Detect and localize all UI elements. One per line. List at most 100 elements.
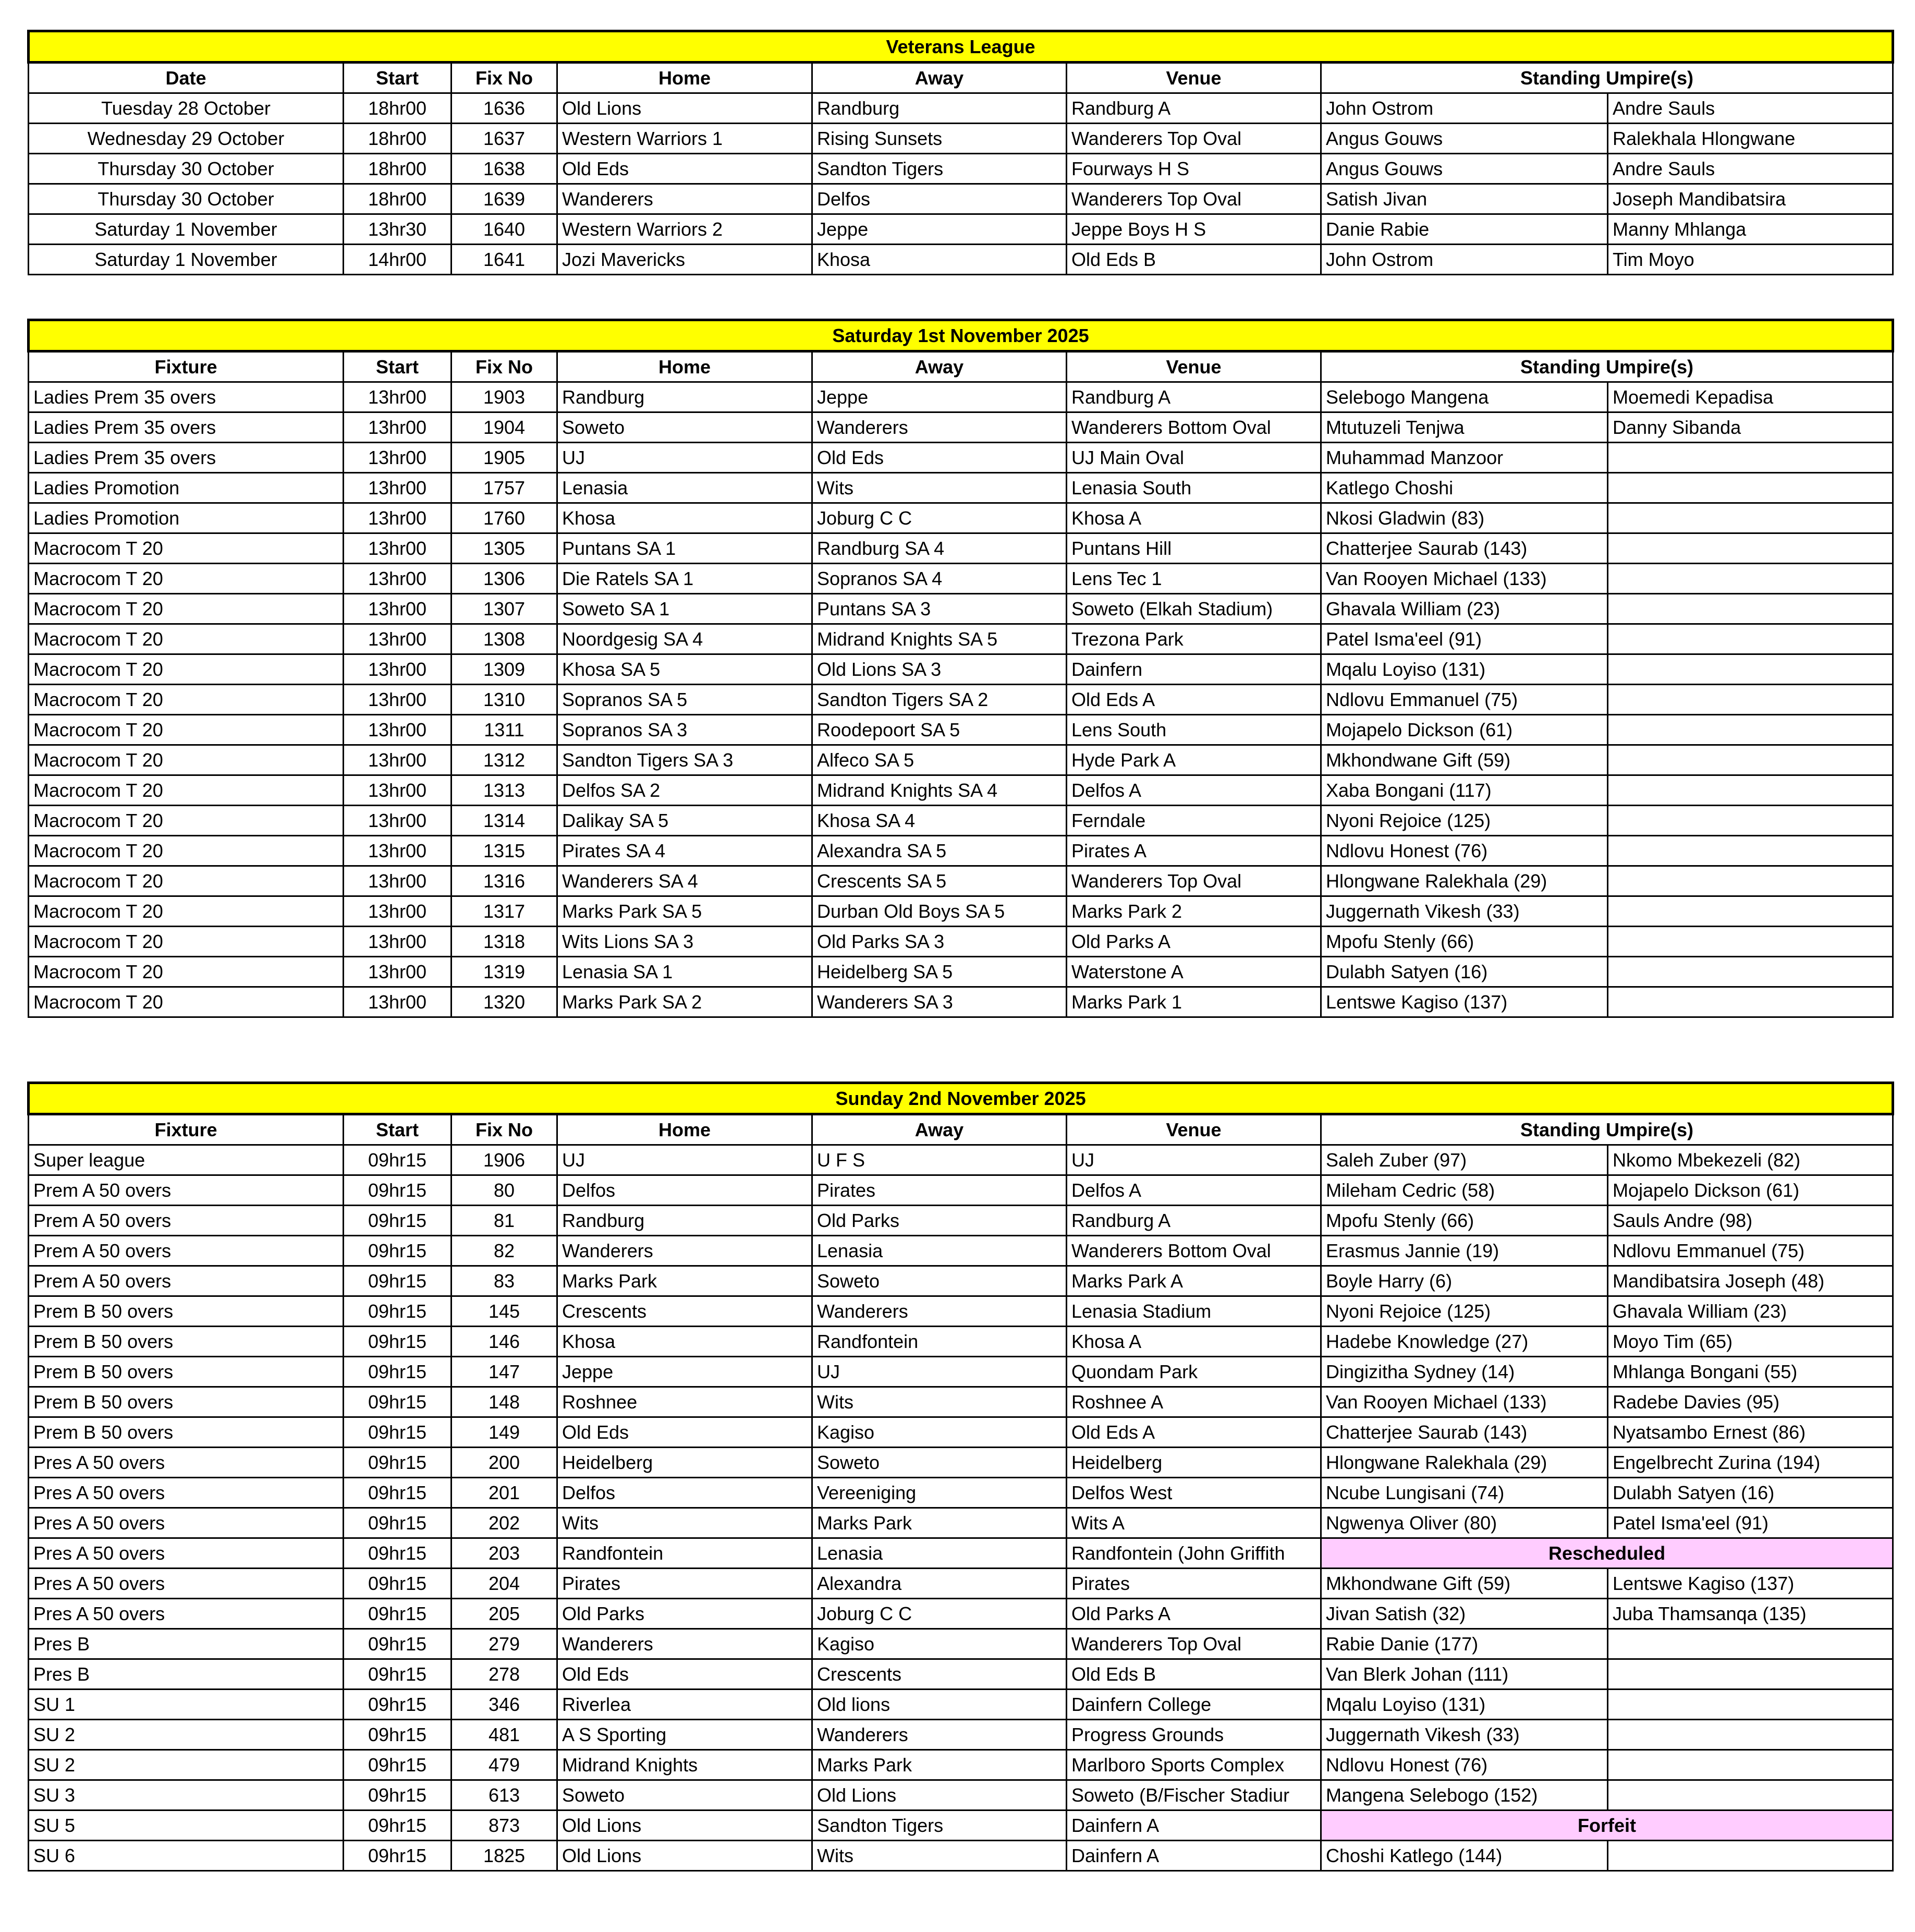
table-row: SU 2 09hr15 479 Midrand Knights Marks Park Ma… [28, 1749, 1894, 1781]
umpire-1-cell: Xaba Bongani (117) [1320, 774, 1608, 806]
start-cell: 13hr00 [343, 472, 452, 504]
venue-cell: Trezona Park [1066, 623, 1322, 655]
umpire-2-cell: Andre Sauls [1606, 92, 1894, 124]
table-row: Macrocom T 20 13hr00 1313 Delfos SA 2 Midran… [28, 774, 1894, 806]
home-cell: Old Lions [556, 1840, 813, 1872]
umpire-2-cell [1607, 835, 1894, 867]
venue-cell: Wanderers Top Oval [1066, 183, 1322, 215]
away-cell: Joburg C C [811, 502, 1067, 534]
fixture-cell: Ladies Prem 35 overs [28, 442, 344, 473]
venue-cell: Jeppe Boys H S [1066, 213, 1322, 245]
home-cell: UJ [556, 442, 813, 473]
umpire-1-cell: Patel Isma'eel (91) [1320, 623, 1608, 655]
fixture-cell: Thursday 30 October [28, 153, 344, 185]
start-cell: 09hr15 [343, 1265, 452, 1297]
start-cell: 13hr00 [343, 926, 452, 957]
fixture-cell: Super league [28, 1144, 344, 1176]
home-cell: Wanderers [556, 1235, 813, 1267]
table-row: Prem A 50 overs 09hr15 81 Randburg Old Parks… [28, 1205, 1894, 1236]
away-cell: Randfontein [811, 1326, 1067, 1357]
venue-cell: Marks Park 1 [1066, 986, 1322, 1018]
away-cell: Alfeco SA 5 [811, 744, 1067, 776]
umpire-2-cell: Juba Thamsanqa (135) [1606, 1598, 1894, 1630]
umpire-2-cell [1606, 1628, 1894, 1660]
fixture-cell: Prem B 50 overs [28, 1356, 344, 1388]
start-cell: 09hr15 [343, 1719, 452, 1751]
fixture-cell: Macrocom T 20 [28, 986, 344, 1018]
start-cell: 18hr00 [343, 153, 452, 185]
away-cell: Khosa SA 4 [811, 805, 1067, 836]
fix-no-cell: 82 [450, 1235, 558, 1267]
fix-no-cell: 1638 [450, 153, 558, 185]
umpire-1-cell: Ndlovu Honest (76) [1320, 1749, 1608, 1781]
umpire-2-cell [1607, 442, 1894, 473]
start-cell: 13hr00 [343, 744, 452, 776]
away-cell: Roodepoort SA 5 [811, 714, 1067, 746]
fixture-cell: Saturday 1 November [28, 244, 344, 275]
umpire-1-cell: Mqalu Loyiso (131) [1320, 653, 1608, 685]
umpire-1-cell: Mangena Selebogo (152) [1320, 1779, 1608, 1811]
table-row: Pres A 50 overs 09hr15 203 Randfontein Lenas… [28, 1537, 1894, 1569]
venue-cell: UJ Main Oval [1066, 442, 1322, 473]
home-cell: Delfos [556, 1174, 813, 1206]
table-row: Pres A 50 overs 09hr15 200 Heidelberg Soweto… [28, 1447, 1894, 1478]
column-header: Standing Umpire(s) [1320, 1113, 1894, 1146]
away-cell: Sandton Tigers [811, 153, 1067, 185]
away-cell: Delfos [811, 183, 1067, 215]
fixture-cell: Pres A 50 overs [28, 1568, 344, 1599]
fixture-cell: SU 1 [28, 1688, 344, 1720]
column-header: Fix No [450, 1113, 558, 1146]
table-row: Macrocom T 20 13hr00 1306 Die Ratels SA 1 So… [28, 563, 1894, 594]
venue-cell: Wanderers Top Oval [1066, 865, 1322, 897]
venue-cell: Randfontein (John Griffith [1066, 1537, 1322, 1569]
away-cell: Sandton Tigers [811, 1809, 1067, 1841]
home-cell: Marks Park SA 5 [556, 895, 813, 927]
fixture-cell: Wednesday 29 October [28, 123, 344, 154]
table-row: Macrocom T 20 13hr00 1310 Sopranos SA 5 Sand… [28, 684, 1894, 715]
start-cell: 09hr15 [343, 1205, 452, 1236]
fix-no-cell: 1318 [450, 926, 558, 957]
umpire-2-cell: Ralekhala Hlongwane [1606, 123, 1894, 154]
start-cell: 18hr00 [343, 123, 452, 154]
start-cell: 09hr15 [343, 1840, 452, 1872]
away-cell: Crescents [811, 1658, 1067, 1690]
umpire-2-cell [1607, 744, 1894, 776]
venue-cell: Old Eds A [1066, 1416, 1322, 1448]
fixture-cell: SU 6 [28, 1840, 344, 1872]
fix-no-cell: 1314 [450, 805, 558, 836]
umpire-2-cell [1606, 1840, 1894, 1872]
umpire-1-cell: Mojapelo Dickson (61) [1320, 714, 1608, 746]
table-row: Pres A 50 overs 09hr15 201 Delfos Vereenigin… [28, 1477, 1894, 1509]
away-cell: Wits [811, 1840, 1067, 1872]
home-cell: Wanderers [556, 1628, 813, 1660]
column-header: Away [811, 1113, 1067, 1146]
fix-no-cell: 1906 [450, 1144, 558, 1176]
umpire-1-cell: Dingizitha Sydney (14) [1320, 1356, 1608, 1388]
fix-no-cell: 1312 [450, 744, 558, 776]
fixture-cell: Prem B 50 overs [28, 1295, 344, 1327]
header-row: Date Start Fix No Home Away Venue Standing Ump… [28, 62, 1894, 94]
table-row: Macrocom T 20 13hr00 1311 Sopranos SA 3 Rood… [28, 714, 1894, 746]
table-row: Macrocom T 20 13hr00 1314 Dalikay SA 5 Khosa… [28, 805, 1894, 836]
start-cell: 13hr00 [343, 593, 452, 625]
away-cell: Old Eds [811, 442, 1067, 473]
table-row: SU 5 09hr15 873 Old Lions Sandton Tigers Dain… [28, 1809, 1894, 1841]
table-row: Wednesday 29 October 18hr00 1637 Western Wa… [28, 123, 1894, 154]
home-cell: Old Parks [556, 1598, 813, 1630]
venue-cell: Heidelberg [1066, 1447, 1322, 1478]
table-row: Macrocom T 20 13hr00 1320 Marks Park SA 2 Wa… [28, 986, 1894, 1018]
umpire-1-cell: Danie Rabie [1320, 213, 1608, 245]
away-cell: Lenasia [811, 1235, 1067, 1267]
venue-cell: Khosa A [1066, 1326, 1322, 1357]
table-row: Macrocom T 20 13hr00 1308 Noordgesig SA 4 Mi… [28, 623, 1894, 655]
fix-no-cell: 203 [450, 1537, 558, 1569]
umpire-2-cell [1607, 986, 1894, 1018]
away-cell: Alexandra SA 5 [811, 835, 1067, 867]
home-cell: Old Lions [556, 92, 813, 124]
umpire-2-cell: Lentswe Kagiso (137) [1606, 1568, 1894, 1599]
fix-no-cell: 1904 [450, 411, 558, 443]
start-cell: 09hr15 [343, 1295, 452, 1327]
venue-cell: Old Eds B [1066, 1658, 1322, 1690]
home-cell: Roshnee [556, 1386, 813, 1418]
venue-cell: Soweto (Elkah Stadium) [1066, 593, 1322, 625]
